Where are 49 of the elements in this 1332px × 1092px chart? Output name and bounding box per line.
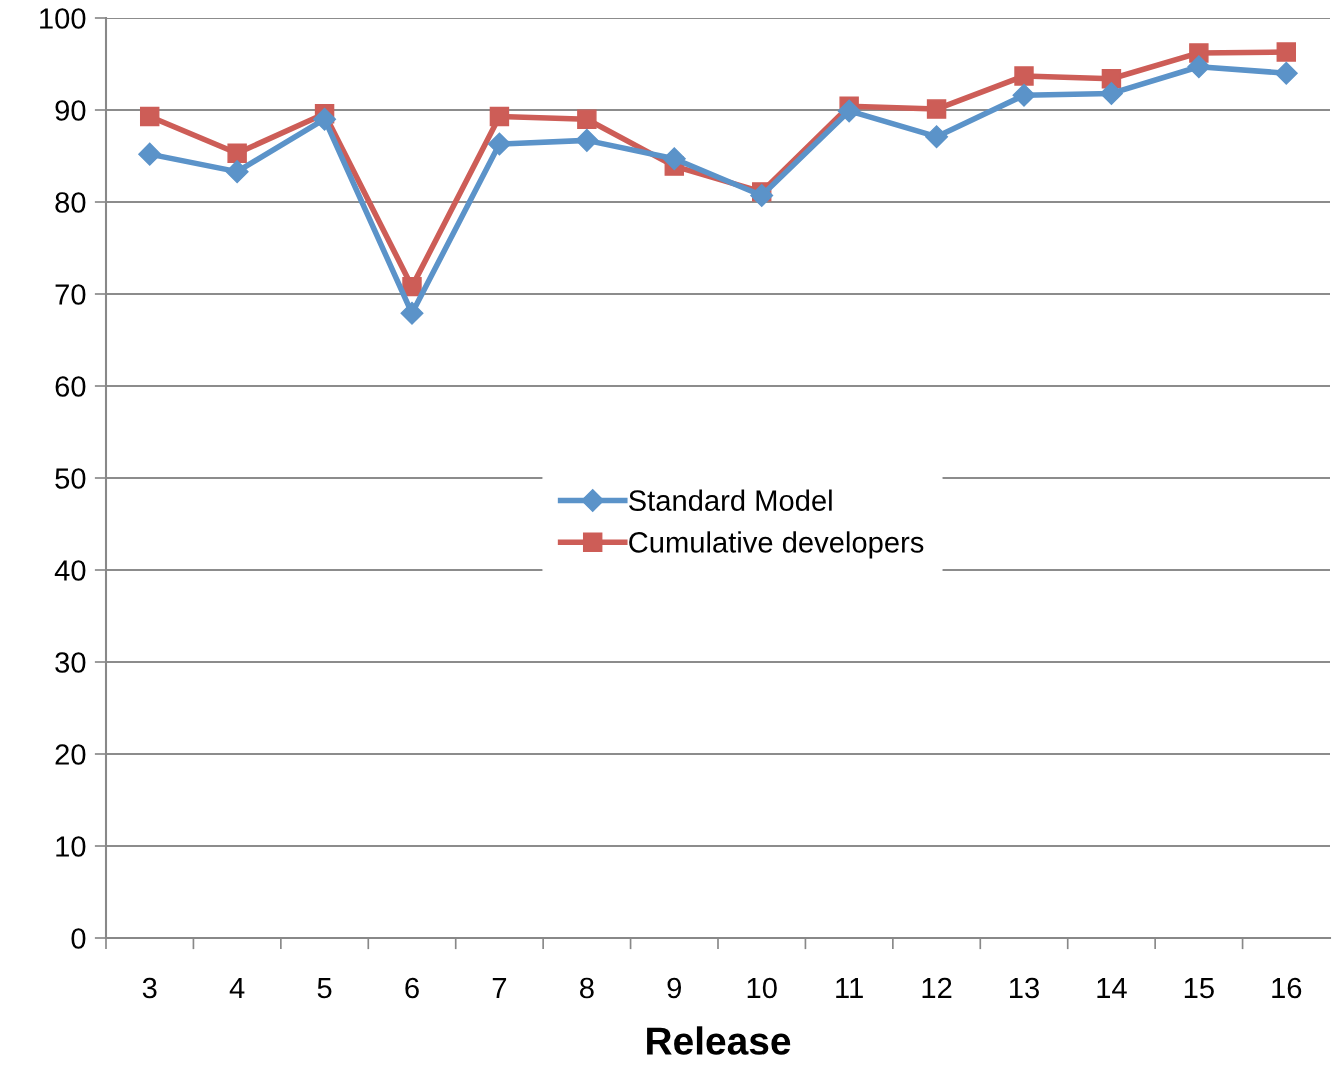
x-tick-label: 6	[405, 977, 419, 999]
x-tick-label: 9	[667, 977, 682, 999]
x-tick-label: 10	[747, 977, 777, 999]
x-tick-label: 13	[1010, 977, 1039, 999]
y-tick-label: 80	[55, 192, 86, 213]
point	[837, 99, 861, 123]
x-tick-label: 11	[836, 977, 863, 999]
point	[575, 128, 599, 152]
point	[577, 109, 597, 129]
x-tick-label: 14	[1097, 977, 1127, 999]
x-tick-label: 7	[492, 977, 507, 999]
y-tick-label: 100	[40, 8, 86, 29]
y-tick-label: 90	[55, 100, 86, 121]
x-tick-label: 3	[142, 977, 157, 999]
point	[313, 107, 337, 131]
point	[400, 301, 424, 325]
x-tick-label: 16	[1272, 977, 1302, 999]
point	[1276, 42, 1297, 62]
x-tick-label: 5	[317, 977, 332, 999]
point	[1274, 61, 1298, 85]
legend-label: Standard Model	[629, 489, 832, 511]
x-tick-label: 12	[922, 977, 952, 999]
point	[1014, 66, 1034, 86]
x-tick-label: 4	[229, 977, 245, 999]
point	[225, 160, 249, 184]
y-tick-label: 40	[54, 560, 86, 581]
point	[227, 143, 247, 163]
y-tick-label: 30	[55, 652, 86, 673]
legend-label: Cumulative developers	[629, 531, 924, 559]
x-tick-label: 15	[1184, 977, 1214, 999]
x-tick-label: 8	[580, 977, 594, 999]
x-axis-title: Release	[647, 1026, 791, 1055]
point	[662, 147, 686, 171]
y-tick-label: 0	[71, 928, 86, 949]
point	[1012, 83, 1036, 107]
point	[138, 142, 162, 166]
y-tick-label: 60	[55, 376, 86, 397]
point	[489, 106, 510, 127]
y-tick-label: 10	[56, 836, 86, 857]
y-tick-label: 20	[55, 744, 86, 765]
point	[1099, 81, 1123, 105]
y-tick-label: 70	[55, 284, 86, 305]
point	[487, 132, 511, 156]
y-tick-label: 50	[55, 468, 86, 489]
point	[925, 125, 949, 149]
point	[750, 184, 774, 208]
point	[139, 106, 160, 127]
point	[1187, 55, 1211, 79]
point	[926, 99, 947, 119]
